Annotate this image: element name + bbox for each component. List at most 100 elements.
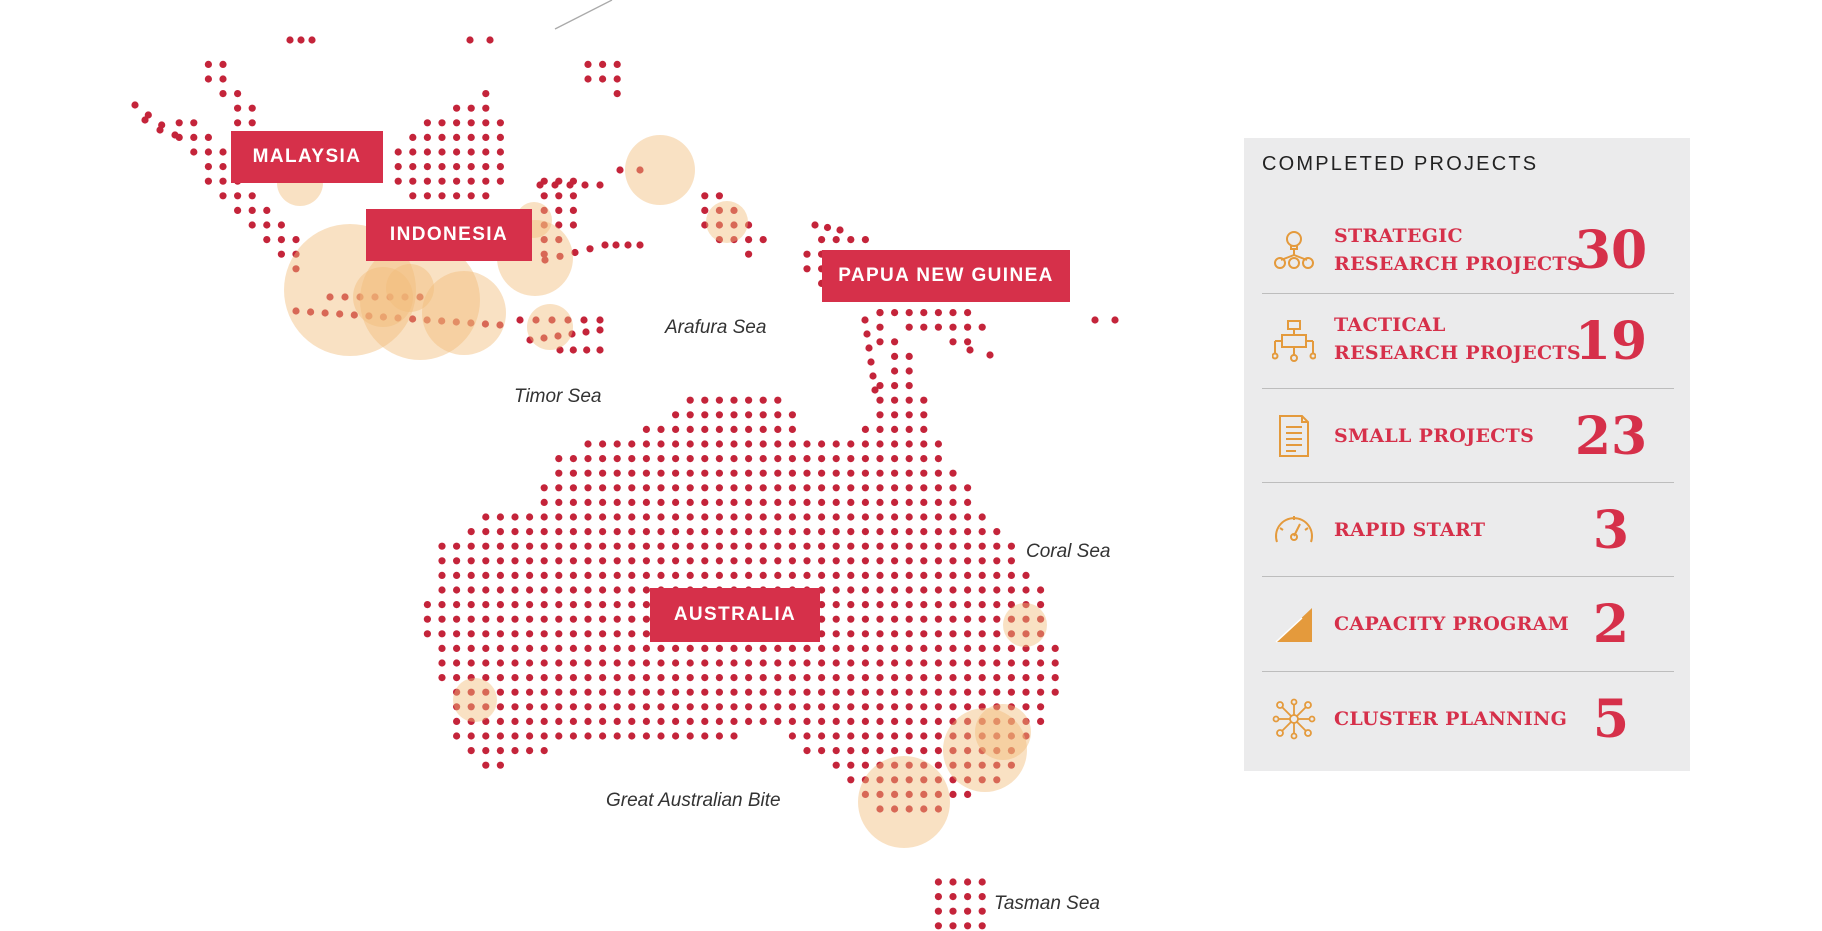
land-dot [788, 425, 797, 433]
land-dot [867, 358, 875, 366]
land-dot [715, 644, 724, 653]
land-dot [599, 688, 607, 696]
land-dot [861, 601, 870, 609]
land-dot [861, 236, 870, 244]
land-dot [832, 732, 840, 740]
land-dot [730, 542, 738, 550]
land-dot [599, 674, 607, 682]
land-dot [511, 542, 519, 550]
land-dot [891, 382, 899, 390]
land-dot [863, 330, 871, 338]
land-dot [934, 674, 943, 682]
land-dot [949, 630, 957, 638]
land-dot [613, 513, 621, 521]
land-dot [482, 528, 490, 536]
land-dot [467, 601, 475, 609]
land-dot [920, 717, 928, 726]
land-dot [599, 469, 607, 477]
land-dot [964, 659, 972, 667]
land-dot [657, 732, 665, 740]
land-dot [986, 351, 994, 359]
land-dot [803, 250, 811, 258]
land-dot [847, 630, 855, 638]
land-dot [876, 425, 884, 433]
land-dot [861, 425, 870, 433]
land-dot [803, 688, 811, 696]
land-dot [964, 309, 972, 317]
land-dot [141, 116, 149, 124]
land-dot [978, 703, 986, 711]
land-dot [580, 316, 588, 324]
land-dot [467, 674, 475, 682]
land-dot [964, 922, 972, 930]
land-dot [876, 601, 884, 609]
land-dot [599, 498, 607, 506]
land-dot [555, 717, 563, 726]
land-dot [467, 644, 475, 653]
land-dot [438, 177, 446, 185]
land-dot [672, 674, 680, 682]
project-count: 23 [1574, 406, 1648, 467]
land-dot [759, 396, 767, 404]
land-dot [891, 659, 899, 667]
land-dot [949, 484, 957, 492]
land-dot [891, 644, 899, 653]
land-dot [496, 688, 504, 696]
land-dot [818, 659, 826, 667]
land-dot [453, 542, 461, 550]
land-dot [847, 674, 855, 682]
land-dot [599, 528, 607, 536]
land-dot [745, 688, 753, 696]
land-dot [920, 498, 928, 506]
land-dot [204, 75, 212, 83]
land-dot [540, 236, 548, 244]
land-dot [526, 703, 534, 711]
land-dot [686, 484, 694, 492]
land-dot [628, 498, 636, 506]
land-dot [774, 571, 782, 580]
land-dot [774, 542, 782, 550]
land-dot [686, 528, 694, 536]
land-dot [672, 469, 680, 477]
land-dot [219, 148, 227, 156]
land-dot [759, 484, 767, 492]
land-dot [526, 513, 534, 521]
land-dot [555, 498, 563, 506]
land-dot [555, 630, 563, 638]
project-count: 3 [1592, 500, 1630, 561]
land-dot [818, 236, 826, 244]
land-dot [978, 688, 986, 696]
land-dot [891, 542, 899, 550]
land-dot [993, 747, 1001, 755]
land-dot [934, 309, 943, 317]
land-dot [277, 221, 285, 229]
land-dot [642, 659, 651, 667]
land-dot [978, 323, 986, 331]
land-dot [730, 469, 738, 477]
land-dot [555, 455, 563, 463]
land-dot [555, 601, 563, 609]
land-dot [526, 732, 534, 740]
land-dot [934, 805, 943, 813]
land-dot [745, 396, 753, 404]
land-dot [190, 148, 198, 156]
land-dot [832, 557, 840, 565]
land-dot [905, 352, 913, 360]
land-dot [701, 557, 709, 565]
land-dot [774, 498, 782, 506]
land-dot [642, 484, 651, 492]
land-dot [263, 221, 271, 229]
land-dot [964, 907, 972, 915]
land-dot [788, 644, 797, 653]
project-count: 30 [1574, 220, 1648, 281]
land-dot [861, 484, 870, 492]
land-dot [847, 761, 855, 769]
land-dot [613, 674, 621, 682]
land-dot [832, 630, 840, 638]
land-dot [920, 411, 928, 419]
land-dot [803, 732, 811, 740]
land-dot [371, 293, 379, 301]
land-dot [467, 177, 475, 185]
land-dot [978, 674, 986, 682]
land-dot [861, 557, 870, 565]
